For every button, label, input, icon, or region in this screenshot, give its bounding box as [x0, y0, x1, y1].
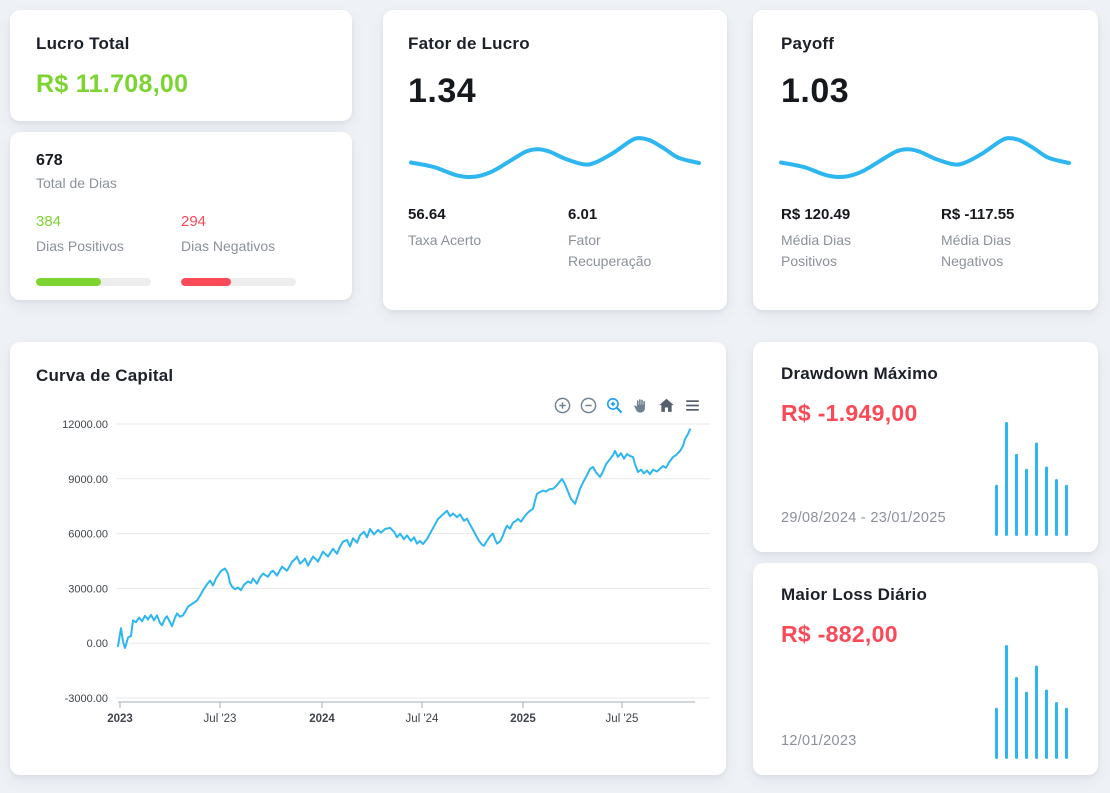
home-icon[interactable]: [657, 396, 676, 415]
svg-text:Jul '25: Jul '25: [606, 713, 639, 725]
svg-text:Jul '24: Jul '24: [406, 713, 439, 725]
payoff-sparkline: [779, 136, 1071, 180]
fator-lucro-value: 1.34: [408, 72, 477, 110]
maior-loss-title: Maior Loss Diário: [781, 585, 928, 604]
drawdown-period: 29/08/2024 - 23/01/2025: [781, 510, 946, 526]
curva-capital-title: Curva de Capital: [36, 366, 174, 385]
chart-toolbar: [553, 396, 702, 415]
positive-days-label: Dias Positivos: [36, 238, 124, 254]
capital-curve-chart[interactable]: 12000.00 9000.00 6000.00 3000.00 0.00 -3000.0…: [40, 412, 716, 732]
drawdown-value: R$ -1.949,00: [781, 400, 918, 426]
fator-lucro-card: Fator de Lucro 1.34 56.64 Taxa Acerto 6.…: [383, 10, 727, 310]
curva-capital-card: Curva de Capital: [10, 342, 726, 775]
media-dias-positivos-value: R$ 120.49: [781, 206, 851, 223]
lucro-total-value: R$ 11.708,00: [36, 70, 189, 98]
svg-text:9000.00: 9000.00: [68, 474, 108, 486]
total-days-value: 678: [36, 152, 63, 169]
svg-text:2025: 2025: [510, 713, 536, 725]
positive-days-stat: 384 Dias Positivos: [36, 213, 181, 254]
payoff-title: Payoff: [781, 34, 835, 53]
dias-card: 678 Total de Dias 384 Dias Positivos 294…: [10, 132, 352, 300]
maior-loss-value: R$ -882,00: [781, 621, 898, 647]
zoom-in-icon[interactable]: [553, 396, 572, 415]
negative-days-value: 294: [181, 213, 207, 230]
positive-days-progress: [36, 278, 151, 286]
svg-text:2024: 2024: [309, 713, 335, 725]
selection-zoom-icon[interactable]: [605, 396, 624, 415]
taxa-acerto-label: Taxa Acerto: [408, 232, 482, 248]
lucro-total-card: Lucro Total R$ 11.708,00: [10, 10, 352, 121]
media-dias-positivos-label: Média Dias Positivos: [781, 232, 852, 269]
fator-recuperacao-value: 6.01: [568, 206, 598, 223]
positive-days-value: 384: [36, 213, 62, 230]
svg-text:12000.00: 12000.00: [62, 419, 108, 431]
media-dias-negativos-stat: R$ -117.55 Média Dias Negativos: [941, 206, 1101, 272]
svg-text:2023: 2023: [107, 713, 133, 725]
fator-lucro-title: Fator de Lucro: [408, 34, 530, 53]
payoff-value: 1.03: [781, 72, 850, 110]
taxa-acerto-stat: 56.64 Taxa Acerto: [408, 206, 568, 272]
negative-days-stat: 294 Dias Negativos: [181, 213, 326, 254]
media-dias-negativos-value: R$ -117.55: [941, 206, 1015, 223]
media-dias-positivos-stat: R$ 120.49 Média Dias Positivos: [781, 206, 941, 272]
svg-text:6000.00: 6000.00: [68, 529, 108, 541]
svg-text:0.00: 0.00: [87, 638, 108, 650]
media-dias-negativos-label: Média Dias Negativos: [941, 232, 1012, 269]
lucro-total-title: Lucro Total: [36, 34, 130, 53]
svg-text:3000.00: 3000.00: [68, 583, 108, 595]
payoff-card: Payoff 1.03 R$ 120.49 Média Dias Positiv…: [753, 10, 1098, 310]
menu-icon[interactable]: [683, 396, 702, 415]
maior-loss-card: Maior Loss Diário R$ -882,00 12/01/2023: [753, 563, 1098, 775]
fator-recuperacao-stat: 6.01 Fator Recuperação: [568, 206, 728, 272]
zoom-out-icon[interactable]: [579, 396, 598, 415]
total-days-label: Total de Dias: [36, 175, 117, 191]
svg-text:-3000.00: -3000.00: [65, 693, 108, 705]
pan-icon[interactable]: [631, 396, 650, 415]
taxa-acerto-value: 56.64: [408, 206, 446, 223]
maior-loss-mini-bars: [995, 645, 1068, 759]
positive-days-progress-fill: [36, 278, 102, 286]
svg-text:Jul '23: Jul '23: [204, 713, 237, 725]
negative-days-progress: [181, 278, 296, 286]
maior-loss-date: 12/01/2023: [781, 733, 857, 749]
drawdown-mini-bars: [995, 422, 1068, 536]
drawdown-card: Drawdown Máximo R$ -1.949,00 29/08/2024 …: [753, 342, 1098, 552]
negative-days-progress-fill: [181, 278, 231, 286]
drawdown-title: Drawdown Máximo: [781, 364, 938, 383]
fator-recuperacao-label: Fator Recuperação: [568, 232, 652, 269]
negative-days-label: Dias Negativos: [181, 238, 276, 254]
fator-lucro-sparkline: [409, 136, 701, 180]
